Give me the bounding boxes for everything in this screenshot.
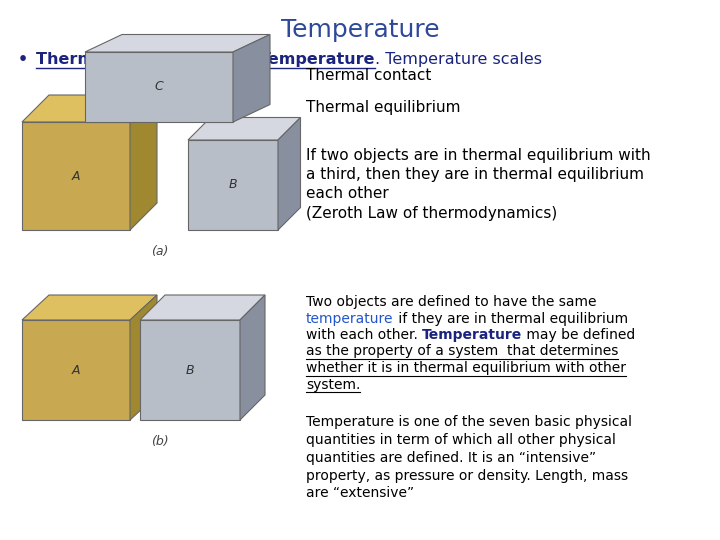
Polygon shape xyxy=(85,35,270,52)
Polygon shape xyxy=(233,35,270,122)
Polygon shape xyxy=(85,52,233,122)
Text: (b): (b) xyxy=(151,435,168,448)
Polygon shape xyxy=(130,295,157,420)
Text: . Temperature scales: . Temperature scales xyxy=(375,52,542,67)
Text: Temperature is one of the seven basic physical
quantities in term of which all o: Temperature is one of the seven basic ph… xyxy=(306,415,632,501)
Polygon shape xyxy=(240,295,265,420)
Text: with each other.: with each other. xyxy=(306,328,422,342)
Text: Thermal equilibrium: Thermal equilibrium xyxy=(306,100,461,115)
Polygon shape xyxy=(188,118,300,140)
Text: may be defined: may be defined xyxy=(523,328,636,342)
Text: Thermal contact: Thermal contact xyxy=(306,68,431,83)
Text: (a): (a) xyxy=(151,245,168,258)
Text: C: C xyxy=(155,80,163,93)
Text: B: B xyxy=(229,179,238,192)
Polygon shape xyxy=(140,320,240,420)
Text: if they are in thermal equilibrium: if they are in thermal equilibrium xyxy=(394,312,628,326)
Polygon shape xyxy=(22,95,157,122)
Text: whether it is in thermal equilibrium with other: whether it is in thermal equilibrium wit… xyxy=(306,361,626,375)
Polygon shape xyxy=(188,140,278,230)
Polygon shape xyxy=(278,118,300,230)
Text: Temperature: Temperature xyxy=(260,52,375,67)
Text: temperature: temperature xyxy=(306,312,394,326)
Polygon shape xyxy=(130,95,157,230)
Text: system.: system. xyxy=(306,377,361,392)
Polygon shape xyxy=(22,295,157,320)
Text: Temperature: Temperature xyxy=(281,18,439,42)
Polygon shape xyxy=(22,320,130,420)
Text: Two objects are defined to have the same: Two objects are defined to have the same xyxy=(306,295,596,309)
Text: and: and xyxy=(220,52,260,67)
Text: B: B xyxy=(186,363,194,376)
Text: as the property of a system  that determines: as the property of a system that determi… xyxy=(306,345,618,359)
Text: Thermal Equilibrium: Thermal Equilibrium xyxy=(36,52,220,67)
Text: If two objects are in thermal equilibrium with
a third, then they are in thermal: If two objects are in thermal equilibriu… xyxy=(306,148,651,221)
Text: Temperature: Temperature xyxy=(422,328,523,342)
Text: A: A xyxy=(72,363,80,376)
Text: •: • xyxy=(18,52,28,67)
Text: A: A xyxy=(72,170,80,183)
Polygon shape xyxy=(140,295,265,320)
Polygon shape xyxy=(22,122,130,230)
